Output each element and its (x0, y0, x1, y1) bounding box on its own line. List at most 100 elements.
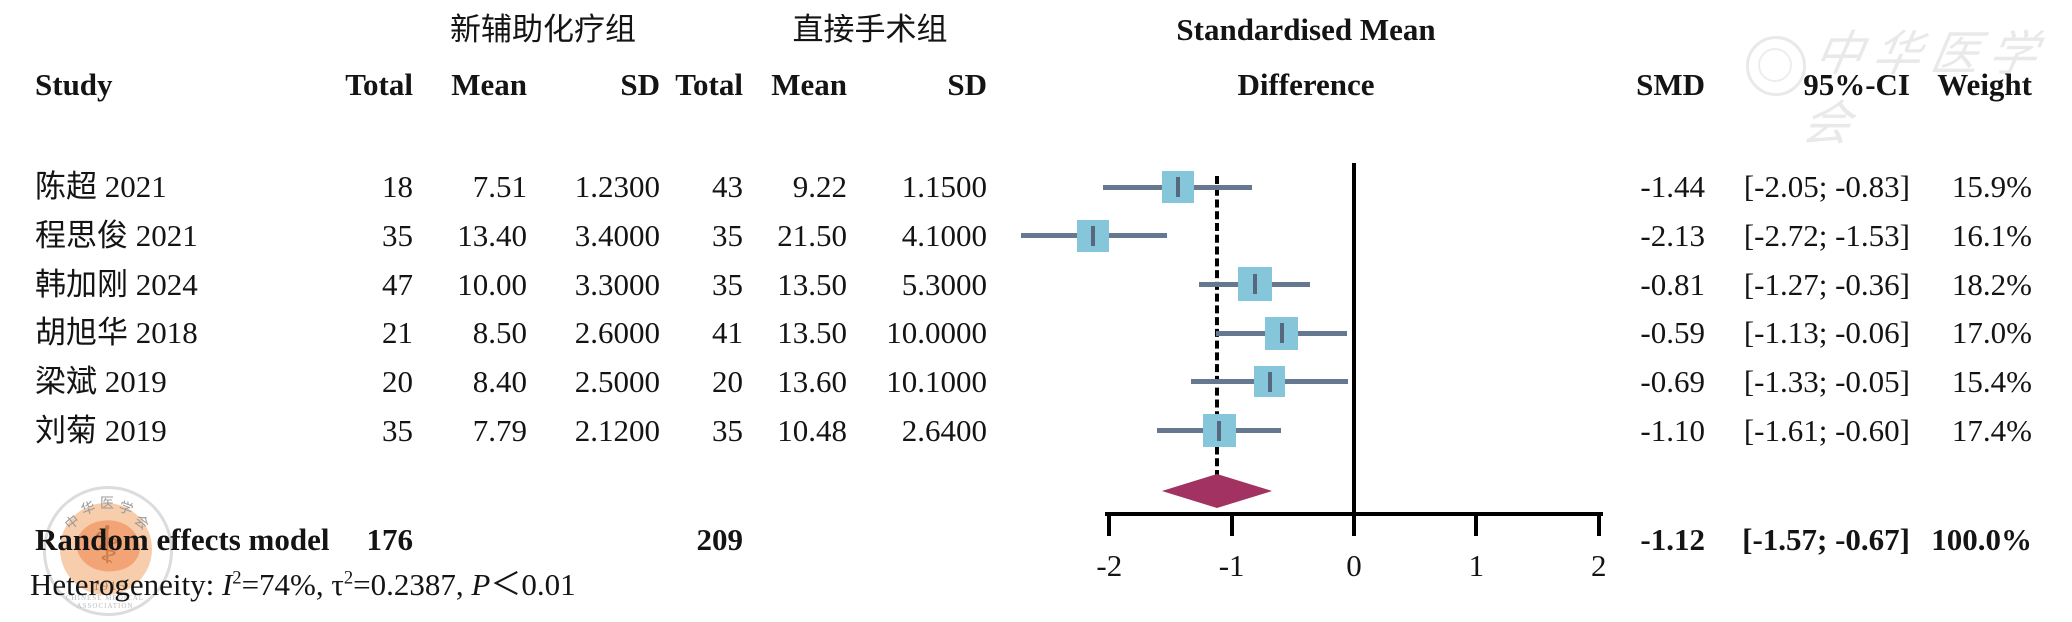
weight-value: 16.1% (1951, 218, 2032, 253)
i-squared-exponent: 2 (232, 567, 242, 589)
ci-value: [-1.33; -0.05] (1743, 364, 1910, 399)
sd1-value: 3.3000 (574, 267, 660, 302)
weight-value: 15.9% (1951, 169, 2032, 204)
zero-reference-line (1352, 163, 1356, 512)
seal-caduceus-icon: ⚕ (93, 518, 122, 575)
total2-value: 35 (712, 218, 743, 253)
col-header-weight: Weight (1937, 67, 2032, 102)
seal-latin-text: CHINESE MEDICAL ASSOCIATION (65, 594, 145, 610)
x-axis-tick-label: 0 (1346, 548, 1362, 583)
watermark-seal-ring-icon (1746, 36, 1806, 96)
sd1-value: 2.1200 (574, 413, 660, 448)
col-header-sd1: SD (620, 67, 660, 102)
total1-value: 18 (382, 169, 413, 204)
col-header-sd2: SD (947, 67, 987, 102)
i-squared-value: =74%, (241, 567, 332, 602)
point-estimate-marker (1279, 323, 1284, 344)
weight-value: 15.4% (1951, 364, 2032, 399)
group2-header: 直接手术组 (792, 12, 948, 47)
summary-total1: 176 (366, 522, 414, 557)
x-axis-tick (1352, 515, 1356, 536)
point-estimate-marker (1217, 420, 1222, 441)
mean1-value: 8.40 (472, 364, 527, 399)
point-estimate-marker (1252, 274, 1257, 295)
col-header-mean1: Mean (451, 67, 527, 102)
smd-value: -2.13 (1640, 218, 1705, 253)
study-name: 程思俊 2021 (35, 218, 198, 253)
summary-smd: -1.12 (1640, 522, 1705, 557)
seal-char: 医 (100, 497, 114, 512)
summary-total2: 209 (696, 522, 744, 557)
smd-value: -0.69 (1640, 364, 1705, 399)
tau-value: =0.2387, (353, 567, 472, 602)
total2-value: 35 (712, 413, 743, 448)
seal-ring-icon (43, 486, 173, 616)
sd2-value: 10.1000 (886, 364, 987, 399)
mean2-value: 13.50 (777, 315, 847, 350)
sd2-value: 5.3000 (901, 267, 987, 302)
sd2-value: 2.6400 (901, 413, 987, 448)
sd1-value: 2.6000 (574, 315, 660, 350)
watermark-seal-inner-icon (1758, 48, 1792, 82)
smd-value: -1.44 (1640, 169, 1705, 204)
smd-value: -0.81 (1640, 267, 1705, 302)
weight-value: 17.4% (1951, 413, 2032, 448)
summary-label: Random effects model (35, 522, 330, 557)
study-name: 梁斌 2019 (35, 364, 167, 399)
effect-header-line2: Difference (1237, 67, 1375, 102)
smd-value: -1.10 (1640, 413, 1705, 448)
x-axis-tick (1229, 515, 1234, 536)
watermark-cma-seal: ⚕ 中 华 医 学 会 1915 CHINESE MEDICAL ASSOCIA… (43, 486, 173, 616)
total2-value: 41 (712, 315, 743, 350)
summary-weight: 100.0% (1931, 522, 2032, 557)
mean1-value: 7.51 (472, 169, 527, 204)
weight-value: 17.0% (1951, 315, 2032, 350)
mean1-value: 7.79 (472, 413, 527, 448)
group1-header: 新辅助化疗组 (450, 12, 636, 47)
mean2-value: 13.60 (777, 364, 847, 399)
x-axis-line (1105, 512, 1603, 516)
sd2-value: 10.0000 (886, 315, 987, 350)
p-symbol: P (471, 567, 491, 602)
summary-ci: [-1.57; -0.67] (1742, 522, 1910, 557)
x-axis-tick-label: -1 (1218, 548, 1245, 583)
col-header-ci: 95%-CI (1803, 67, 1910, 102)
ci-value: [-1.27; -0.36] (1743, 267, 1910, 302)
smd-value: -0.59 (1640, 315, 1705, 350)
p-value: ＜0.01 (490, 567, 576, 602)
pooled-estimate-dashed-line (1214, 176, 1219, 478)
x-axis-tick (1596, 515, 1601, 536)
total1-value: 20 (382, 364, 413, 399)
x-axis-tick (1107, 515, 1112, 536)
heterogeneity-note: Heterogeneity: I2=74%, τ2=0.2387, P＜0.01 (30, 566, 576, 604)
sd1-value: 3.4000 (574, 218, 660, 253)
mean2-value: 9.22 (792, 169, 847, 204)
mean2-value: 10.48 (777, 413, 847, 448)
pooled-effect-diamond (1161, 474, 1273, 508)
tau-exponent: 2 (343, 567, 354, 589)
weight-value: 18.2% (1951, 267, 2032, 302)
sd1-value: 1.2300 (574, 169, 660, 204)
col-header-total1: Total (345, 67, 413, 102)
mean1-value: 8.50 (472, 315, 527, 350)
study-name: 陈超 2021 (35, 169, 167, 204)
mean1-value: 10.00 (457, 267, 527, 302)
ci-value: [-2.05; -0.83] (1743, 169, 1910, 204)
total2-value: 35 (712, 267, 743, 302)
total1-value: 47 (382, 267, 413, 302)
x-axis-tick-label: 1 (1468, 548, 1485, 583)
study-name: 胡旭华 2018 (35, 315, 198, 350)
tau-symbol: τ (331, 567, 344, 602)
sd2-value: 4.1000 (901, 218, 987, 253)
total2-value: 20 (712, 364, 743, 399)
ci-value: [-1.13; -0.06] (1743, 315, 1910, 350)
x-axis-tick-label: 2 (1590, 548, 1607, 583)
mean2-value: 21.50 (777, 218, 847, 253)
col-header-study: Study (35, 67, 113, 102)
mean1-value: 13.40 (457, 218, 527, 253)
ci-value: [-1.61; -0.60] (1743, 413, 1910, 448)
total1-value: 35 (382, 413, 413, 448)
x-axis-tick (1474, 515, 1479, 536)
